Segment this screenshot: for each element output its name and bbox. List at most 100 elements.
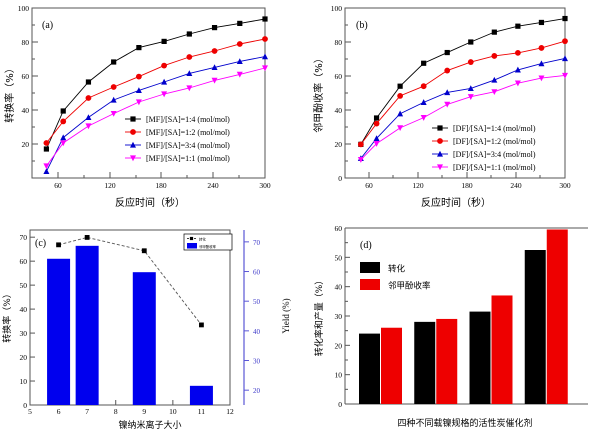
data-point [397, 110, 404, 117]
panel-c-bar [75, 245, 99, 405]
panel-c-line [56, 235, 204, 328]
data-point [110, 84, 117, 90]
data-point [85, 95, 92, 101]
panel-a-xtick-180: 180 [155, 181, 167, 190]
data-point [562, 55, 568, 62]
panel-b-xtick-120: 120 [412, 181, 424, 190]
panel-c-xtick: 8 [114, 407, 118, 416]
panel-d-legend-label-0: 转化 [388, 264, 406, 275]
panel-a-xtick-240: 240 [207, 181, 219, 190]
data-point [186, 85, 193, 92]
legend-label-2: [MF]/[SA]=3:4 (mol/mol) [146, 141, 230, 150]
panel-d-bar-转化 [359, 333, 380, 404]
data-point [357, 157, 364, 163]
panel-a-xtick-120: 120 [104, 181, 116, 190]
panel-c-line-point [84, 235, 90, 240]
data-point [85, 79, 92, 85]
data-point [161, 78, 168, 85]
data-point [136, 45, 142, 51]
panel-b-ytick-80: 80 [335, 38, 343, 47]
data-point [110, 96, 117, 103]
series-line-2 [46, 56, 266, 172]
panel-c-line-point [199, 322, 204, 328]
series-line-3 [360, 75, 566, 160]
panel-b-xtick-180: 180 [461, 181, 473, 190]
panel-d-ytick: 0 [338, 400, 342, 409]
series-line-1 [360, 40, 566, 145]
data-point [538, 75, 545, 82]
panel-c-xtick: 12 [226, 407, 234, 416]
data-point [467, 59, 474, 65]
legend-marker-0 [437, 125, 443, 131]
panel-c-bar [189, 385, 213, 405]
data-point [562, 72, 568, 79]
panel-c-ylabel: 转换率（%） [1, 289, 13, 343]
panel-c-xtick: 5 [28, 407, 32, 416]
data-point [262, 65, 268, 72]
data-point [491, 89, 498, 96]
panel-c-frame [29, 229, 245, 406]
data-point [262, 53, 268, 60]
panel-b-xtick-60: 60 [365, 181, 373, 190]
panel-b-tag: (b) [356, 20, 368, 31]
panel-c-y2tick: 60 [253, 269, 261, 277]
panel-c-y-axis: 0 10 20 30 40 50 60 70 [20, 233, 35, 410]
panel-c-xtick: 7 [85, 407, 89, 416]
data-point [444, 89, 451, 96]
panel-c-y2label: Yield (%) [281, 298, 291, 333]
panel-c-ytick: 30 [20, 329, 28, 338]
legend-marker-2 [437, 150, 443, 157]
data-point [491, 29, 497, 35]
data-point [43, 168, 50, 174]
data-point [373, 141, 380, 147]
panel-b-series-group [357, 15, 568, 163]
panel-c-ytick: 0 [23, 401, 27, 410]
legend-marker-1 [437, 138, 443, 144]
panel-b-ytick-40: 40 [335, 106, 343, 115]
data-point [562, 15, 568, 22]
panel-d-bar-转化 [524, 250, 546, 404]
panel-d-ytick: 30 [335, 312, 343, 321]
series-line-0 [360, 18, 566, 145]
panel-b-y-axis: 100 80 60 40 20 0 [331, 4, 351, 183]
data-point [562, 38, 568, 45]
panel-d-ytick: 50 [335, 253, 343, 262]
data-point [236, 58, 243, 64]
data-point [186, 70, 193, 76]
data-point [420, 99, 427, 105]
data-point [467, 85, 474, 92]
panel-c-ytick: 20 [20, 353, 28, 362]
panel-d-ytick: 20 [335, 341, 343, 350]
panel-a-ytick-40: 40 [22, 106, 30, 115]
data-point [60, 118, 67, 125]
panel-c-legend-marker [189, 236, 194, 241]
panel-a-y-axis: 100 80 60 40 20 [18, 4, 38, 162]
panel-a-xtick-60: 60 [54, 181, 62, 190]
panel-d-y-axis: 0 10 20 30 40 50 60 [335, 224, 350, 409]
data-point [60, 140, 67, 147]
data-point [60, 134, 67, 141]
data-point [211, 48, 218, 54]
legend-marker-0 [130, 116, 136, 122]
panel-c-trend-line [58, 236, 202, 326]
panel-d-ytick: 60 [335, 224, 343, 233]
panel-d-bars [359, 229, 568, 404]
panel-a: (a) 100 80 60 40 [0, 0, 300, 216]
panel-d-bar-邻甲酚收率 [546, 229, 568, 404]
data-point [357, 141, 364, 148]
data-point [467, 94, 474, 100]
panel-a-xlabel: 反应时间（秒） [115, 196, 185, 209]
data-point [161, 38, 167, 44]
legend-marker-3 [130, 155, 136, 162]
panel-c-ytick: 40 [20, 305, 28, 314]
panel-c-ytick: 50 [20, 281, 28, 290]
panel-c-legend-label-bar: 邻甲酚收率 [199, 244, 217, 249]
panel-c-y2tick: 20 [253, 387, 261, 395]
panel-c-ytick: 70 [20, 233, 28, 242]
panel-b-ytick-20: 20 [335, 140, 343, 149]
panel-d-legend-swatch-0 [360, 262, 380, 273]
data-point [43, 163, 50, 170]
panel-a-ytick-60: 60 [22, 72, 30, 81]
data-point [444, 101, 451, 108]
